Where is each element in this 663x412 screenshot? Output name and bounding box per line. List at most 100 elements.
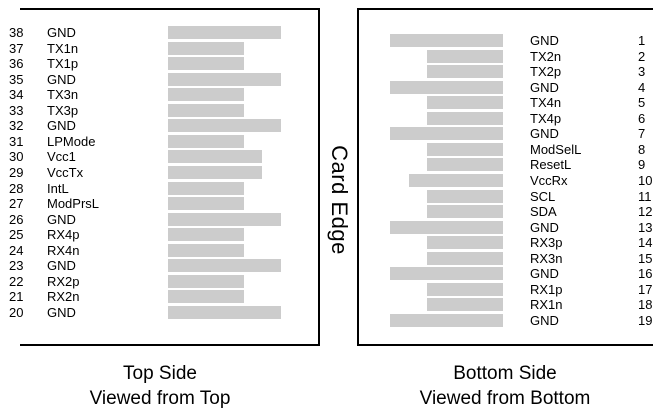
pin-number: 4 xyxy=(638,79,646,95)
top-side-caption: Top Side Viewed from Top xyxy=(10,361,310,411)
pin-number: 2 xyxy=(638,48,646,64)
pin-name: GND xyxy=(530,126,559,142)
card-edge-label: Card Edge xyxy=(327,145,352,255)
pin-row-32: 32 GND xyxy=(0,118,663,134)
pin-pad-signal xyxy=(427,49,503,63)
pin-name: TX1n xyxy=(47,40,79,56)
pin-name: TX3n xyxy=(47,87,79,103)
pin-pad-signal xyxy=(168,41,244,55)
pin-number: 11 xyxy=(638,188,652,204)
pin-number: 37 xyxy=(9,40,24,56)
pin-name: GND xyxy=(530,219,559,235)
pin-pad-signal xyxy=(427,251,503,265)
pin-pad-vcc xyxy=(168,166,262,179)
pin-name: RX2n xyxy=(47,289,80,305)
pin-number: 10 xyxy=(638,173,653,188)
pin-name: GND xyxy=(47,304,76,320)
pin-number: 20 xyxy=(9,304,24,320)
pin-name: TX3p xyxy=(47,102,79,118)
pin-number: 3 xyxy=(638,64,646,80)
pin-row-36: 36 TX1p xyxy=(0,56,663,72)
pin-name: SCL xyxy=(530,188,556,204)
top-side-caption-line1: Top Side xyxy=(123,363,197,384)
pin-name: ResetL xyxy=(530,157,572,173)
pin-pad-gnd xyxy=(390,80,503,94)
pin-pad-signal xyxy=(427,189,503,203)
pin-number: 21 xyxy=(9,289,24,305)
pin-row-25: 25 RX4p xyxy=(0,227,663,243)
pin-name: GND xyxy=(530,79,559,95)
pin-pad-signal xyxy=(427,96,503,110)
pin-row-23: 23 GND xyxy=(0,258,663,274)
pin-number: 30 xyxy=(9,149,24,165)
pin-pad-signal xyxy=(168,290,244,304)
bottom-side-box xyxy=(357,8,653,346)
pin-row-4: 4 GND xyxy=(0,80,663,96)
pin-number: 14 xyxy=(638,235,653,251)
pin-number: 22 xyxy=(9,273,24,289)
pin-number: 8 xyxy=(638,141,646,157)
pin-number: 6 xyxy=(638,110,646,126)
pin-name: TX2p xyxy=(530,64,562,80)
pin-number: 15 xyxy=(638,250,653,266)
top-side-box xyxy=(20,8,320,346)
pin-pad-vcc xyxy=(409,174,503,187)
pin-pad-signal xyxy=(427,65,503,79)
pin-row-2: 2 TX2n xyxy=(0,49,663,65)
pin-pad-gnd xyxy=(390,127,503,141)
pin-number: 13 xyxy=(638,219,653,235)
pin-pad-signal xyxy=(168,88,244,102)
pin-name: GND xyxy=(47,211,76,227)
pin-number: 19 xyxy=(638,312,653,328)
pin-pad-signal xyxy=(427,111,503,125)
pin-pad-signal xyxy=(168,274,244,288)
pin-name: GND xyxy=(47,25,76,40)
pin-name: GND xyxy=(47,118,76,134)
pin-pad-gnd xyxy=(390,34,503,47)
pin-pad-signal xyxy=(427,142,503,156)
pin-number: 34 xyxy=(9,87,24,103)
pin-name: LPMode xyxy=(47,133,96,149)
pin-pad-gnd xyxy=(390,220,503,234)
pin-name: GND xyxy=(47,71,76,87)
pin-name: GND xyxy=(530,312,559,328)
pin-row-5: 5 TX4n xyxy=(0,95,663,111)
bottom-side-caption-line1: Bottom Side xyxy=(453,363,557,384)
pin-row-30: 30 Vcc1 xyxy=(0,149,663,165)
pin-number: 29 xyxy=(9,165,24,180)
pin-name: VccTx xyxy=(47,165,84,180)
pin-number: 25 xyxy=(9,227,24,243)
pin-name: SDA xyxy=(530,204,557,220)
pin-number: 28 xyxy=(9,180,24,196)
pin-row-24: 24 RX4n xyxy=(0,243,663,259)
pin-pad-gnd xyxy=(168,259,281,273)
pin-number: 7 xyxy=(638,126,646,142)
pin-number: 35 xyxy=(9,71,24,87)
pin-row-27: 27 ModPrsL xyxy=(0,196,663,212)
pin-row-20: 20 GND xyxy=(0,305,663,321)
pin-row-1: 1 GND xyxy=(0,33,663,49)
pin-row-29: 29 VccTx xyxy=(0,165,663,181)
pin-row-31: 31 LPMode xyxy=(0,134,663,150)
pin-name: RX3p xyxy=(530,235,563,251)
pin-row-18: 18 RX1n xyxy=(0,297,663,313)
pin-row-33: 33 TX3p xyxy=(0,103,663,119)
pin-name: RX3n xyxy=(530,250,563,266)
pin-row-34: 34 TX3n xyxy=(0,87,663,103)
pin-row-7: 7 GND xyxy=(0,126,663,142)
pin-row-38: 38 GND xyxy=(0,25,663,41)
bottom-side-caption: Bottom Side Viewed from Bottom xyxy=(355,361,655,411)
pin-row-6: 6 TX4p xyxy=(0,111,663,127)
pin-number: 36 xyxy=(9,56,24,72)
pin-number: 38 xyxy=(9,25,24,40)
pin-pad-gnd xyxy=(168,119,281,133)
pin-pad-gnd xyxy=(390,267,503,281)
pin-number: 23 xyxy=(9,258,24,274)
pin-name: RX4n xyxy=(47,242,80,258)
pin-number: 32 xyxy=(9,118,24,134)
pin-name: GND xyxy=(530,266,559,282)
pin-name: ModSelL xyxy=(530,141,582,157)
pin-name: IntL xyxy=(47,180,69,196)
pin-name: Vcc1 xyxy=(47,149,76,165)
